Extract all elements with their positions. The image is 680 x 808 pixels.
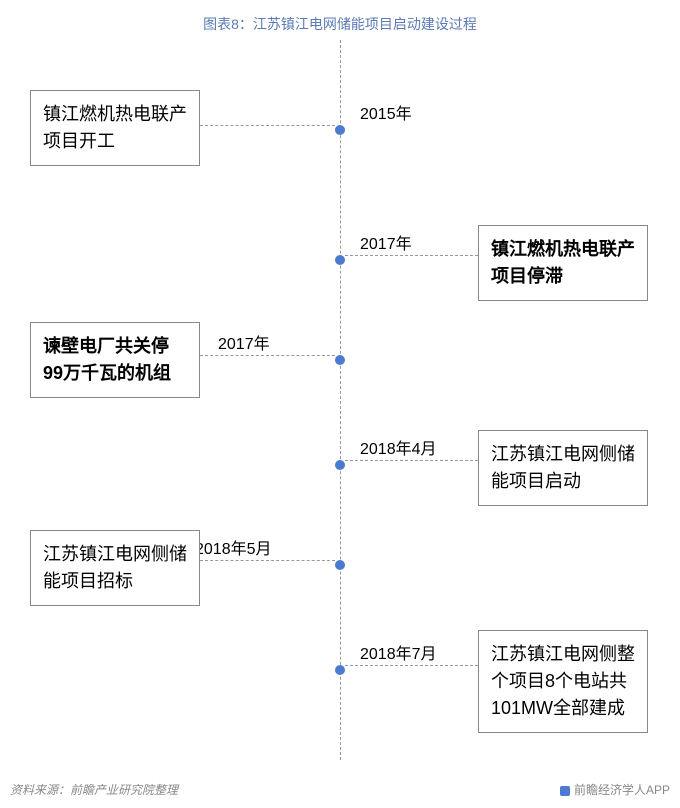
timeline-connector [200, 355, 335, 356]
brand-label: 前瞻经济学人APP [560, 781, 670, 798]
timeline-axis [340, 40, 341, 760]
timeline-date: 2018年4月 [360, 435, 437, 459]
timeline: 2015年镇江燃机热电联产项目开工2017年镇江燃机热电联产项目停滞2017年谏… [0, 40, 680, 760]
timeline-date: 2015年 [360, 100, 412, 124]
timeline-card: 镇江燃机热电联产项目开工 [30, 90, 200, 166]
chart-title: 图表8：江苏镇江电网储能项目启动建设过程 [0, 0, 680, 40]
timeline-date: 2018年7月 [360, 640, 437, 664]
timeline-card: 谏壁电厂共关停99万千瓦的机组 [30, 322, 200, 398]
timeline-connector [200, 125, 335, 126]
timeline-card: 江苏镇江电网侧储能项目招标 [30, 530, 200, 606]
timeline-connector [345, 665, 478, 666]
timeline-node [335, 355, 345, 365]
footer: 资料来源：前瞻产业研究院整理 前瞻经济学人APP [10, 781, 670, 798]
timeline-node [335, 560, 345, 570]
timeline-card: 江苏镇江电网侧整个项目8个电站共101MW全部建成 [478, 630, 648, 733]
timeline-node [335, 125, 345, 135]
timeline-card: 江苏镇江电网侧储能项目启动 [478, 430, 648, 506]
timeline-date: 2018年5月 [195, 535, 272, 559]
timeline-card: 镇江燃机热电联产项目停滞 [478, 225, 648, 301]
timeline-node [335, 460, 345, 470]
brand-text: 前瞻经济学人APP [574, 783, 670, 797]
source-label: 资料来源：前瞻产业研究院整理 [10, 781, 178, 798]
timeline-date: 2017年 [360, 230, 412, 254]
timeline-connector [200, 560, 335, 561]
timeline-date: 2017年 [218, 330, 270, 354]
timeline-connector [345, 460, 478, 461]
timeline-connector [345, 255, 478, 256]
timeline-node [335, 255, 345, 265]
brand-icon [560, 786, 570, 796]
timeline-node [335, 665, 345, 675]
